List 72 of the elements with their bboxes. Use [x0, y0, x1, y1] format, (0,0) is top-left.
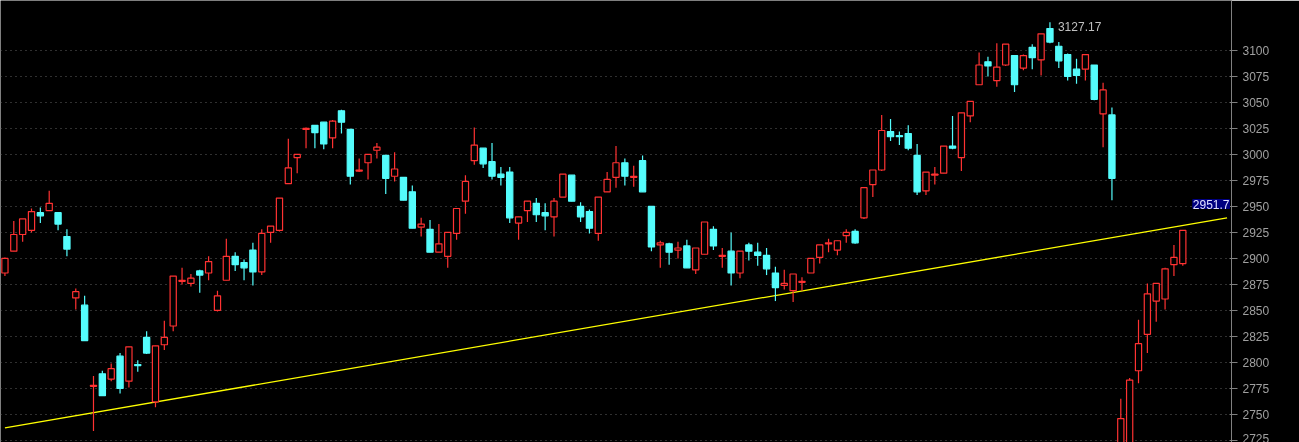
candlestick: [904, 124, 912, 151]
candlestick: [771, 266, 780, 302]
candlestick: [736, 250, 744, 279]
candlestick: [886, 118, 895, 142]
candlestick: [27, 207, 36, 234]
candlestick: [621, 157, 629, 187]
candlestick: [656, 240, 664, 269]
candlestick: [993, 42, 1001, 88]
y-tick-label: 2725: [1242, 431, 1270, 442]
candlestick: [399, 176, 408, 201]
candlestick: [727, 231, 735, 287]
annotation: 3127.17: [1057, 20, 1102, 35]
candlestick: [204, 255, 213, 281]
candlestick: [948, 115, 957, 150]
candlestick: [674, 241, 682, 260]
y-tick-label: 3050: [1242, 95, 1270, 110]
candlestick: [470, 126, 478, 166]
candlestick: [603, 171, 611, 193]
candlestick: [754, 242, 762, 267]
candlestick: [612, 145, 620, 189]
y-tick-label: 2775: [1242, 381, 1270, 396]
candlestick: [390, 151, 399, 183]
annotation: 2951.7: [1192, 197, 1230, 212]
candlestick: [630, 165, 638, 188]
candlestick: [293, 153, 301, 174]
candlestick: [1081, 53, 1090, 82]
candlestick: [709, 225, 718, 251]
y-tick-label: 2850: [1242, 303, 1270, 318]
y-tick-label: 2900: [1242, 251, 1270, 266]
candlestick: [718, 247, 726, 269]
candlestick: [45, 190, 53, 212]
y-tick-label: 3000: [1242, 147, 1270, 162]
candlestick: [72, 287, 80, 310]
y-tick-label: 3025: [1242, 121, 1270, 136]
y-tick-label: 2950: [1242, 199, 1270, 214]
candlestick: [417, 217, 425, 238]
y-tick-label: 2975: [1242, 173, 1270, 188]
candlestick: [461, 174, 470, 215]
candlestick: [382, 154, 390, 195]
candlestick: [550, 197, 558, 238]
candlestick: [1072, 58, 1081, 85]
y-tick-label: 2825: [1242, 329, 1270, 344]
candlestick: [284, 138, 293, 185]
candlestick: [160, 320, 169, 351]
candlestick: [98, 370, 107, 397]
candlestick: [815, 244, 824, 265]
y-tick-label: 3075: [1242, 69, 1270, 84]
candlestick: [559, 173, 567, 198]
y-tick-label: 2750: [1242, 407, 1270, 422]
candlestick: [89, 375, 98, 432]
candlestick: [328, 119, 337, 149]
candlestick: [975, 51, 983, 86]
candlestick: [426, 219, 434, 253]
candlestick: [1028, 43, 1036, 70]
candlestick: [1099, 82, 1107, 148]
candlestick: [63, 228, 71, 257]
y-tick-label: 2875: [1242, 277, 1270, 292]
candlestick: [514, 216, 523, 241]
candlestick: [576, 201, 585, 223]
candlestick: [692, 247, 700, 275]
candlestick: [585, 208, 594, 235]
y-tick-label: 2925: [1242, 225, 1270, 240]
candlestick: [373, 142, 381, 160]
candlestick: [523, 200, 532, 223]
candlestick: [984, 56, 992, 78]
candlestick: [683, 239, 691, 269]
candlestick: [302, 126, 310, 149]
candlestick: [364, 153, 372, 180]
candlestick: [762, 247, 771, 276]
candlestick: [222, 238, 231, 281]
y-tick-label: 2800: [1242, 355, 1270, 370]
y-tick-label: 3100: [1242, 43, 1270, 58]
